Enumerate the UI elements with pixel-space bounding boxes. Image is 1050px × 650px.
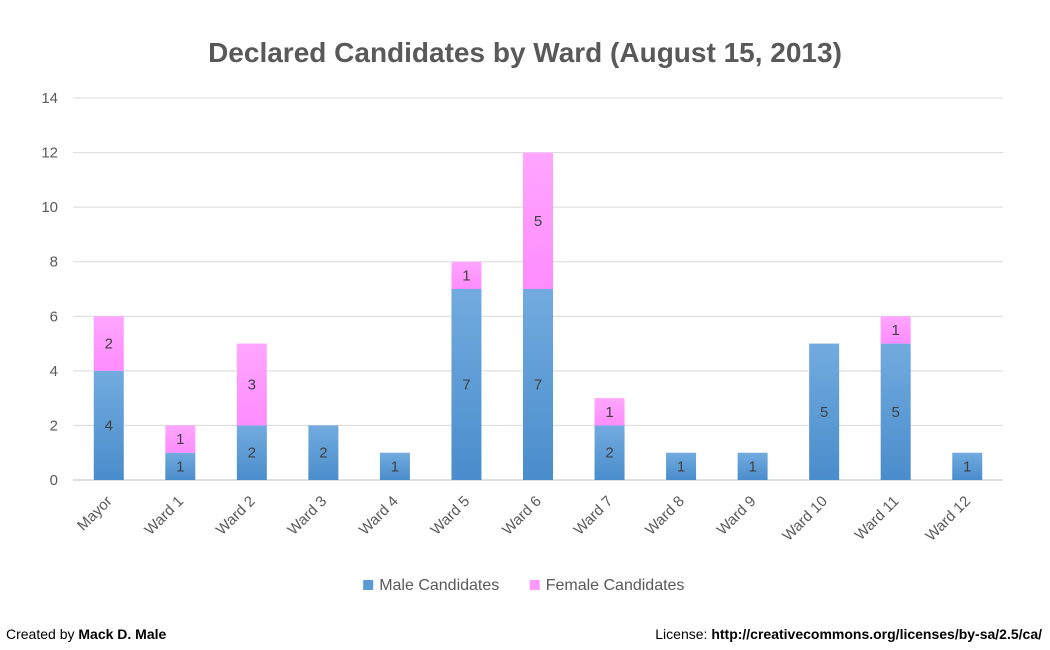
x-tick-label: Ward 5 [427, 493, 473, 539]
female-bar-segment [880, 316, 911, 344]
data-label: 1 [892, 322, 900, 339]
data-label: 1 [605, 404, 613, 421]
data-label: 5 [892, 404, 900, 421]
male-bar-segment [165, 452, 196, 480]
author-name: Mack D. Male [78, 626, 167, 642]
legend-swatch [529, 580, 540, 590]
data-label: 3 [248, 377, 256, 394]
y-tick-label: 4 [50, 363, 58, 380]
x-tick-label: Ward 11 [852, 493, 903, 544]
legend-label: Male Candidates [379, 577, 499, 594]
female-bar-segment [236, 343, 267, 426]
x-tick-label: Ward 12 [922, 493, 974, 545]
x-tick-label: Mayor [74, 493, 115, 534]
y-axis-ticks: 0 2 4 6 8 10 12 14 [41, 90, 58, 489]
female-bar-segment [451, 261, 482, 289]
y-tick-label: 14 [41, 90, 58, 107]
data-label: 7 [534, 377, 542, 394]
x-axis-ticks: Mayor Ward 1 Ward 2 Ward 3 Ward 4 Ward 5 Ward … [74, 493, 974, 545]
y-tick-label: 8 [50, 254, 58, 271]
male-bar-segment [952, 452, 983, 480]
legend: Male Candidates Female Candidates [363, 577, 684, 594]
created-prefix: Created by [6, 626, 79, 642]
data-label: 7 [462, 377, 470, 394]
male-bar-segment [594, 425, 625, 480]
data-label: 1 [176, 431, 184, 448]
data-label: 1 [462, 267, 470, 284]
x-tick-label: Ward 3 [284, 493, 330, 539]
female-bar-segment [93, 316, 124, 371]
x-tick-label: Ward 1 [141, 493, 187, 539]
license-prefix: License: [655, 626, 712, 642]
data-label: 2 [605, 445, 613, 462]
data-label: 1 [176, 458, 184, 475]
x-tick-label: Ward 6 [499, 493, 545, 539]
data-label: 1 [391, 458, 399, 475]
male-bar-segment [523, 289, 553, 480]
data-label: 5 [820, 404, 828, 421]
x-tick-label: Ward 8 [642, 493, 688, 539]
y-tick-label: 2 [50, 417, 58, 434]
data-label: 2 [248, 445, 256, 462]
legend-label: Female Candidates [546, 577, 685, 594]
chart: Declared Candidates by Ward (August 15, … [41, 37, 1003, 594]
male-bar-segment [737, 452, 768, 480]
data-label: 1 [677, 458, 685, 475]
y-tick-label: 6 [50, 308, 58, 325]
male-bar-segment [308, 425, 339, 480]
y-tick-label: 12 [41, 145, 58, 162]
male-bar-segment [809, 343, 840, 480]
female-bar-segment [165, 425, 196, 453]
data-label: 2 [105, 336, 113, 353]
data-label: 1 [748, 458, 756, 475]
bars: 4 2 1 1 2 3 2 1 7 1 7 5 2 1 1 1 5 5 1 1 [93, 152, 983, 480]
data-label: 2 [319, 445, 327, 462]
data-label: 5 [534, 213, 542, 230]
x-tick-label: Ward 9 [714, 493, 760, 539]
male-bar-segment [666, 452, 697, 480]
data-label: 4 [105, 417, 113, 434]
data-label: 1 [963, 458, 971, 475]
created-by-credit: Created by Mack D. Male [6, 626, 166, 642]
x-tick-label: Ward 7 [571, 493, 617, 539]
x-tick-label: Ward 10 [779, 493, 831, 545]
license-credit: License: http://creativecommons.org/lice… [655, 626, 1042, 642]
y-tick-label: 0 [50, 472, 58, 489]
x-tick-label: Ward 2 [213, 493, 259, 539]
chart-title: Declared Candidates by Ward (August 15, … [208, 37, 842, 68]
male-bar-segment [93, 370, 124, 480]
male-bar-segment [880, 343, 911, 480]
x-tick-label: Ward 4 [356, 493, 402, 539]
male-bar-segment [451, 289, 482, 480]
female-bar-segment [594, 398, 625, 426]
legend-swatch [363, 580, 374, 590]
y-tick-label: 10 [41, 199, 58, 216]
license-url: http://creativecommons.org/licenses/by-s… [711, 626, 1042, 642]
male-bar-segment [379, 452, 410, 480]
male-bar-segment [236, 425, 267, 480]
female-bar-segment [523, 152, 553, 289]
